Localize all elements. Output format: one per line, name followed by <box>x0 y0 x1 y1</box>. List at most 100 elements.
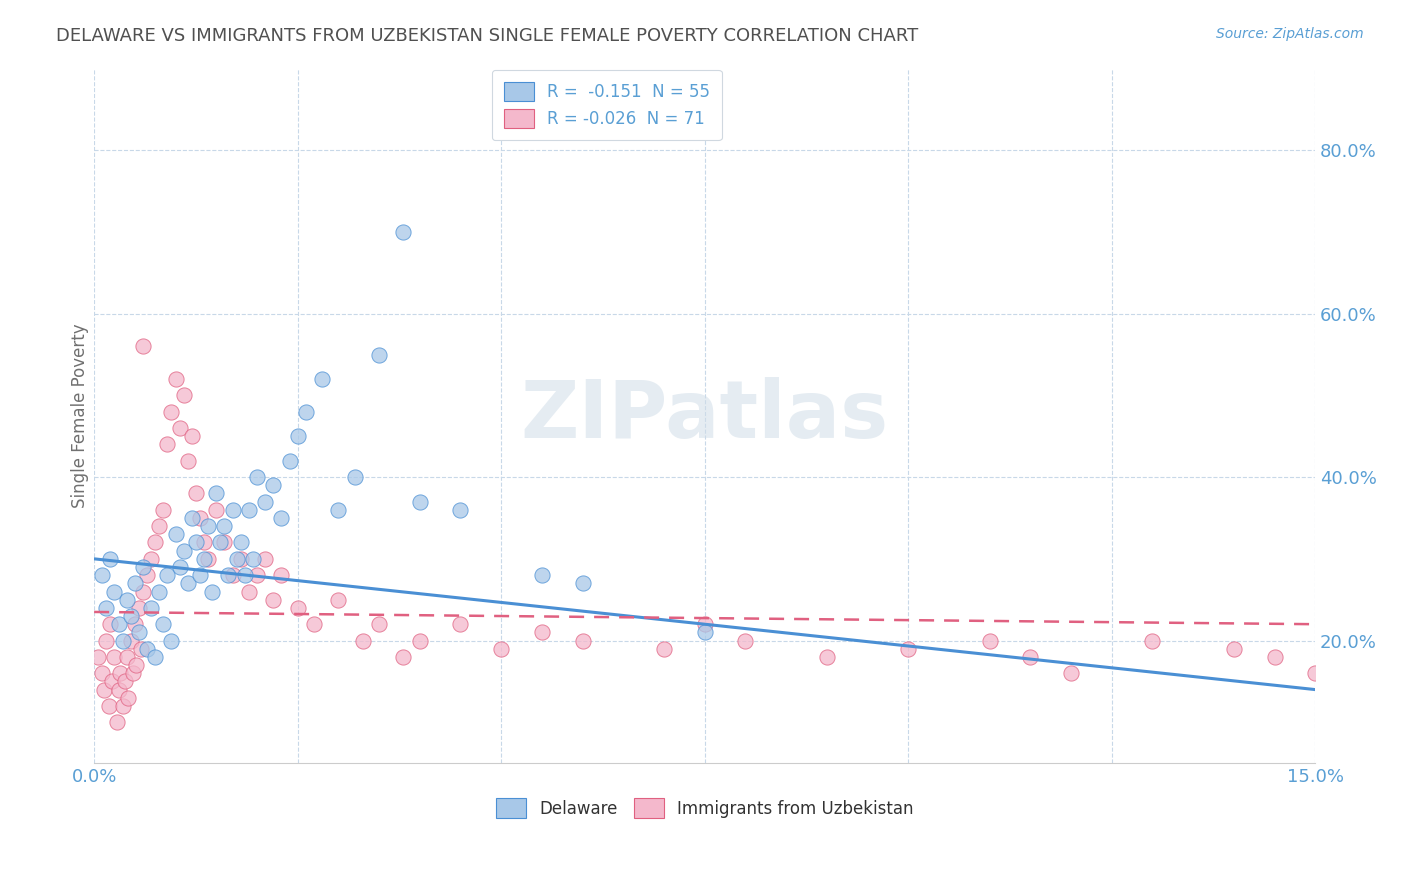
Point <box>132 584 155 599</box>
Point <box>652 641 675 656</box>
Point <box>238 584 260 599</box>
Point <box>1142 633 1164 648</box>
Point <box>311 372 333 386</box>
Point <box>120 633 142 648</box>
Point <box>96 600 118 615</box>
Point <box>530 625 553 640</box>
Point <box>193 551 215 566</box>
Text: ZIPatlas: ZIPatlas <box>520 376 889 455</box>
Point <box>209 535 232 549</box>
Point <box>96 633 118 648</box>
Point <box>197 551 219 566</box>
Point <box>693 625 716 640</box>
Point <box>242 551 264 566</box>
Point <box>221 568 243 582</box>
Point <box>571 633 593 648</box>
Point <box>103 584 125 599</box>
Legend: Delaware, Immigrants from Uzbekistan: Delaware, Immigrants from Uzbekistan <box>489 792 921 824</box>
Point <box>169 560 191 574</box>
Point <box>221 503 243 517</box>
Y-axis label: Single Female Poverty: Single Female Poverty <box>72 324 89 508</box>
Point <box>132 339 155 353</box>
Point <box>449 617 471 632</box>
Point <box>122 666 145 681</box>
Point <box>91 666 114 681</box>
Point <box>302 617 325 632</box>
Point <box>530 568 553 582</box>
Point <box>117 690 139 705</box>
Point <box>108 666 131 681</box>
Point <box>143 535 166 549</box>
Point <box>409 633 432 648</box>
Point <box>124 617 146 632</box>
Point <box>177 454 200 468</box>
Point <box>173 388 195 402</box>
Point <box>1019 649 1042 664</box>
Point <box>197 519 219 533</box>
Point <box>287 600 309 615</box>
Text: Source: ZipAtlas.com: Source: ZipAtlas.com <box>1216 27 1364 41</box>
Point <box>100 551 122 566</box>
Point <box>217 568 239 582</box>
Point <box>152 503 174 517</box>
Point <box>184 535 207 549</box>
Point <box>115 649 138 664</box>
Point <box>115 592 138 607</box>
Point <box>165 527 187 541</box>
Point <box>128 625 150 640</box>
Point <box>173 543 195 558</box>
Point <box>1303 666 1326 681</box>
Point <box>1263 649 1285 664</box>
Point <box>165 372 187 386</box>
Point <box>111 633 134 648</box>
Point <box>180 511 202 525</box>
Point <box>160 405 183 419</box>
Point <box>287 429 309 443</box>
Point <box>125 658 148 673</box>
Text: DELAWARE VS IMMIGRANTS FROM UZBEKISTAN SINGLE FEMALE POVERTY CORRELATION CHART: DELAWARE VS IMMIGRANTS FROM UZBEKISTAN S… <box>56 27 918 45</box>
Point <box>152 617 174 632</box>
Point <box>449 503 471 517</box>
Point <box>177 576 200 591</box>
Point <box>156 437 179 451</box>
Point <box>148 519 170 533</box>
Point <box>184 486 207 500</box>
Point <box>136 568 159 582</box>
Point <box>93 682 115 697</box>
Point <box>156 568 179 582</box>
Point <box>368 617 391 632</box>
Point <box>107 682 129 697</box>
Point <box>160 633 183 648</box>
Point <box>254 551 277 566</box>
Point <box>148 584 170 599</box>
Point <box>143 649 166 664</box>
Point <box>111 698 134 713</box>
Point <box>201 584 224 599</box>
Point <box>107 617 129 632</box>
Point <box>105 715 128 730</box>
Point <box>1223 641 1246 656</box>
Point <box>254 494 277 508</box>
Point <box>897 641 920 656</box>
Point <box>87 649 110 664</box>
Point <box>120 609 142 624</box>
Point <box>368 347 391 361</box>
Point <box>979 633 1001 648</box>
Point <box>124 576 146 591</box>
Point <box>734 633 756 648</box>
Point <box>114 674 136 689</box>
Point <box>128 600 150 615</box>
Point <box>139 600 162 615</box>
Point <box>188 511 211 525</box>
Point <box>188 568 211 582</box>
Point <box>205 486 228 500</box>
Point <box>238 503 260 517</box>
Point <box>262 478 284 492</box>
Point <box>1060 666 1083 681</box>
Point <box>246 568 269 582</box>
Point <box>136 641 159 656</box>
Point <box>571 576 593 591</box>
Point <box>229 551 252 566</box>
Point <box>180 429 202 443</box>
Point <box>294 405 316 419</box>
